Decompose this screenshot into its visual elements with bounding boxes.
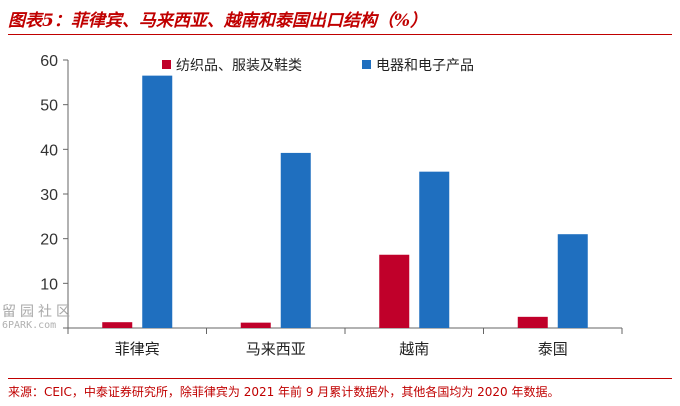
source-note: 来源：CEIC，中泰证券研究所，除菲律宾为 2021 年前 9 月累计数据外，其… [8, 385, 560, 399]
bar-textiles [517, 316, 548, 328]
bar-textiles [240, 322, 271, 328]
bar-electronics [419, 171, 450, 328]
y-tick-label: 50 [40, 98, 58, 115]
y-tick-label: 20 [40, 232, 58, 249]
source-rule [8, 378, 672, 379]
title-underline [8, 34, 672, 35]
watermark: 留园社区 6PARK.com [2, 305, 74, 333]
legend-label: 纺织品、服装及鞋类 [176, 58, 302, 74]
legend-label: 电器和电子产品 [376, 58, 474, 74]
watermark-en: 6PARK.com [2, 320, 57, 331]
bar-textiles [379, 254, 410, 328]
bar-electronics [280, 152, 311, 328]
y-tick-label: 10 [40, 276, 58, 293]
legend-swatch [362, 60, 371, 69]
x-tick-label: 菲律宾 [115, 340, 160, 358]
legend-swatch [162, 60, 171, 69]
x-axis: 菲律宾 马来西亚 越南 泰国 [67, 327, 623, 358]
bar-electronics [557, 234, 588, 328]
bar-textiles [102, 322, 133, 328]
bars [102, 75, 588, 328]
x-tick-label: 马来西亚 [246, 340, 306, 358]
bar-electronics [142, 75, 173, 328]
watermark-cn: 留园社区 [2, 304, 74, 320]
legend: 纺织品、服装及鞋类 电器和电子产品 [162, 58, 474, 74]
y-tick-label: 60 [40, 53, 58, 70]
y-tick-label: 30 [40, 187, 58, 204]
y-tick-label: 40 [40, 142, 58, 159]
chart-title: 图表5：菲律宾、马来西亚、越南和泰国出口结构（%） [8, 11, 427, 31]
y-axis: 10 20 30 40 50 60 [40, 53, 69, 329]
x-tick-label: 泰国 [538, 340, 568, 358]
x-tick-label: 越南 [399, 340, 429, 358]
